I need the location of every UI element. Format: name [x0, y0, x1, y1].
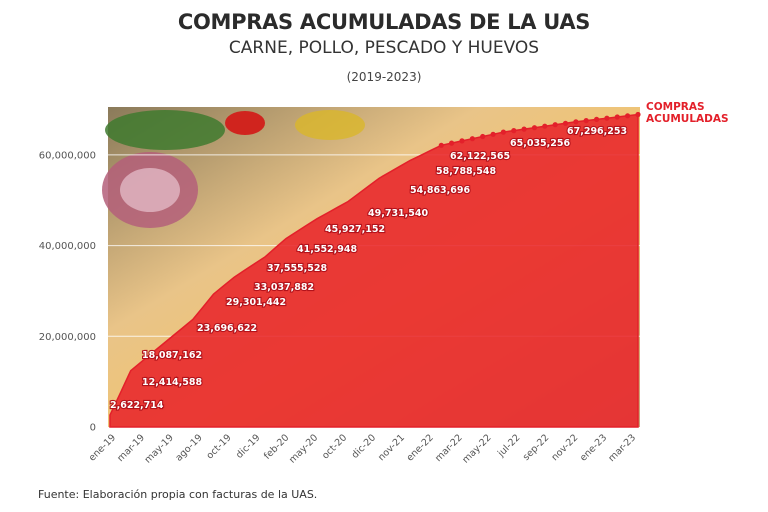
data-label: 62,122,565	[450, 151, 510, 162]
data-label: 18,087,162	[142, 350, 202, 361]
x-tick-label: mar-23	[606, 432, 638, 464]
chart-subtitle: CARNE, POLLO, PESCADO Y HUEVOS	[228, 38, 540, 58]
x-tick-label: nov-21	[376, 432, 407, 463]
data-label: 49,731,540	[368, 208, 428, 219]
y-axis: 0 20,000,000 40,000,000 60,000,000	[39, 150, 96, 433]
x-tick-label: dic-19	[234, 432, 263, 461]
x-tick-label: ene-19	[87, 432, 118, 463]
chart-period: (2019-2023)	[346, 70, 422, 84]
x-tick-label: may-19	[143, 432, 176, 465]
data-labels: 2,622,714 12,414,588 18,087,162 23,696,622 2…	[109, 125, 628, 412]
series-legend: COMPRAS ACUMULADAS	[646, 101, 729, 125]
x-tick-label: ene-22	[405, 432, 436, 463]
y-tick-label: 60,000,000	[39, 150, 96, 161]
data-label: 65,035,256	[510, 138, 570, 149]
data-label: 33,037,882	[254, 282, 314, 293]
data-label: 45,927,152	[325, 224, 385, 235]
x-tick-label: sep-22	[521, 432, 552, 463]
data-label: 54,863,696	[410, 185, 470, 196]
x-tick-label: ago-19	[173, 432, 204, 463]
x-tick-label: may-20	[287, 432, 320, 465]
series-markers	[438, 111, 641, 148]
chart-title: COMPRAS ACUMULADAS DE LA UAS	[177, 10, 591, 34]
legend-line-1: COMPRAS	[646, 101, 705, 113]
source-note: Fuente: Elaboración propia con facturas …	[38, 488, 318, 501]
data-label: 29,301,442	[226, 297, 286, 308]
y-tick-label: 40,000,000	[39, 241, 96, 252]
legend-line-2: ACUMULADAS	[646, 113, 729, 125]
data-label: 23,696,622	[197, 323, 257, 334]
x-tick-label: oct-20	[320, 432, 349, 461]
x-tick-label: dic-20	[350, 432, 379, 461]
x-tick-label: oct-19	[204, 432, 233, 461]
data-label: 58,788,548	[436, 166, 496, 177]
y-tick-label: 0	[90, 423, 96, 434]
x-tick-label: nov-22	[549, 432, 580, 463]
data-label: 2,622,714	[110, 400, 164, 411]
x-tick-label: mar-19	[115, 432, 147, 464]
y-tick-label: 20,000,000	[39, 332, 96, 343]
data-label: 67,296,253	[567, 126, 627, 137]
data-label: 41,552,948	[297, 244, 357, 255]
x-tick-label: may-22	[460, 432, 493, 465]
x-tick-label: mar-22	[433, 432, 465, 464]
x-tick-label: ene-23	[578, 432, 609, 463]
data-label: 37,555,528	[267, 263, 327, 274]
x-tick-label: jul-22	[495, 432, 522, 459]
data-label: 12,414,588	[142, 377, 202, 388]
